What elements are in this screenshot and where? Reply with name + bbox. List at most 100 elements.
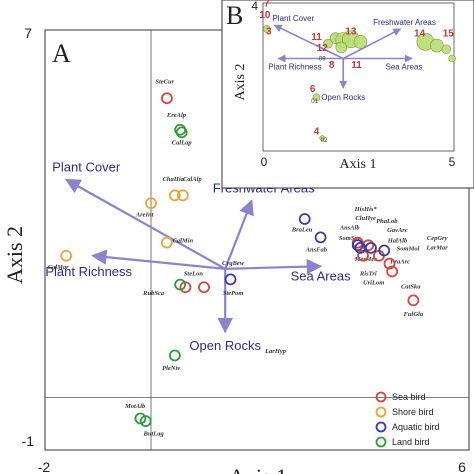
data-point-land-bird — [174, 278, 187, 291]
inset-site-number: 13 — [345, 26, 357, 37]
species-label: CalMar — [48, 264, 69, 271]
legend-marker — [375, 406, 387, 418]
x-tick-right: 6 — [458, 459, 466, 474]
inset-bubble — [441, 44, 452, 55]
species-label: CluHye — [355, 215, 376, 222]
species-label: FraArc — [390, 259, 410, 266]
species-label: RubSca — [142, 290, 165, 297]
vector-arrow-sea-areas — [225, 258, 323, 275]
inset-site-number: 11 — [311, 32, 322, 43]
panel-b-y-tick: 4 — [251, 0, 258, 13]
x-axis-title: Axis 1 — [229, 464, 287, 474]
panel-a-letter: A — [52, 39, 71, 68]
y-tick-top: 7 — [24, 25, 32, 41]
y-tick-bottom: -1 — [22, 433, 35, 449]
vector-label-plant-cover: Plant Cover — [52, 160, 121, 175]
panel-a-point-labels: SteCur EreAlp CalLap ChaHia CalAlp AreInt CalM… — [48, 79, 449, 438]
data-point-sea-bird — [198, 281, 210, 294]
vector-label-plant-richness: Plant Richness — [45, 264, 132, 279]
species-label: AnsAlb — [339, 225, 361, 232]
vector-arrow-plant-richness — [91, 249, 226, 270]
data-point-sea-bird — [407, 294, 420, 307]
inset-site-number: 14 — [414, 28, 426, 39]
inset-bubble — [319, 135, 326, 141]
vector-label-open-rocks: Open Rocks — [189, 338, 261, 353]
legend-marker — [375, 436, 387, 448]
inset-site-number: 3 — [266, 26, 272, 37]
inset-vector-arrow — [342, 28, 402, 60]
inset-site-number: 09 — [319, 56, 326, 62]
species-label: CalAlp — [183, 176, 203, 183]
inset-site-number: 4 — [314, 126, 320, 137]
species-label: CalLap — [172, 139, 193, 146]
data-point-shore-bird — [168, 189, 181, 202]
inset-site-number: 02 — [321, 138, 328, 144]
data-point-sea-bird — [160, 92, 173, 105]
inset-bubble — [312, 93, 321, 102]
species-label: GavArc — [387, 227, 408, 234]
inset-vector-label: Freshwater Areas — [373, 18, 436, 27]
data-point-aquatic-bird — [314, 231, 327, 244]
species-label: ChaHia — [163, 176, 185, 183]
data-point-aquatic-bird — [365, 241, 377, 254]
species-label: HalAlb — [387, 238, 408, 245]
panel-b-x-axis-title: Axis 1 — [340, 157, 377, 172]
species-label: HisHis* — [354, 206, 378, 213]
vector-arrow-freshwater-areas — [224, 199, 254, 270]
species-label: ButLag — [143, 430, 165, 437]
legend-label: Land bird — [392, 437, 430, 447]
species-label: PhaLob — [376, 218, 398, 225]
species-label: RisTri — [359, 271, 377, 278]
data-point-aquatic-bird — [298, 213, 311, 225]
species-label: EreAlp — [166, 112, 187, 119]
data-point-aquatic-bird — [351, 239, 364, 252]
data-point-land-bird — [168, 349, 181, 362]
species-label: CatSka — [401, 283, 421, 290]
inset-site-number: 12 — [317, 43, 329, 54]
data-point-land-bird — [139, 415, 152, 428]
panel-b-letter: B — [226, 1, 243, 30]
species-label: CygBew — [222, 260, 245, 267]
y-axis-title: Axis 2 — [2, 226, 27, 284]
inset-site-number: 6 — [310, 84, 316, 95]
inset-vector-arrow — [273, 24, 344, 60]
panel-a-points — [60, 92, 420, 428]
data-point-shore-bird — [176, 189, 189, 202]
legend-marker — [375, 391, 387, 403]
data-point-shore-bird — [145, 197, 157, 210]
data-point-shore-bird — [160, 236, 173, 249]
species-label: FulGla — [404, 311, 424, 318]
data-point-land-bird — [175, 126, 188, 139]
inset-vector-label: Plant Richness — [268, 63, 321, 72]
species-label: StePom — [223, 290, 244, 297]
x-tick-left: -2 — [38, 459, 51, 474]
inset-site-number: 01 — [311, 99, 318, 105]
inset-bubble — [263, 25, 271, 33]
species-label: CepGry — [427, 235, 448, 242]
inset-site-number: 11 — [351, 60, 362, 71]
data-point-aquatic-bird — [224, 273, 237, 286]
species-label: SomSpe — [339, 235, 361, 242]
inset-site-number: 8 — [329, 60, 335, 71]
panel-b-x-tick-left: 0 — [261, 155, 268, 169]
panel-b-plot-area — [262, 2, 455, 152]
vector-arrow-plant-cover — [64, 178, 226, 270]
panel-b-y-axis-title: Axis 2 — [233, 64, 248, 101]
species-label: CalMin — [173, 238, 194, 245]
species-label: AnsFab — [305, 247, 328, 254]
species-label: SteCur — [155, 79, 174, 86]
data-point-sea-bird — [383, 257, 396, 270]
panel-b-bubbles — [263, 25, 456, 141]
legend-label: Sea bird — [392, 392, 426, 402]
species-label: AreInt — [135, 211, 154, 218]
data-point-land-bird — [174, 123, 187, 136]
inset-bubble — [430, 38, 444, 53]
legend: Sea bird Shore bird Aquatic bird Land bird — [375, 391, 440, 448]
species-label: SteLon — [184, 271, 204, 278]
inset-bubble — [335, 41, 348, 54]
inset-site-number: 7 — [264, 0, 270, 10]
species-label: LarHyp — [264, 348, 287, 355]
inset-vector-label: Open Rocks — [321, 93, 365, 102]
species-label: PleNiv — [162, 365, 180, 372]
